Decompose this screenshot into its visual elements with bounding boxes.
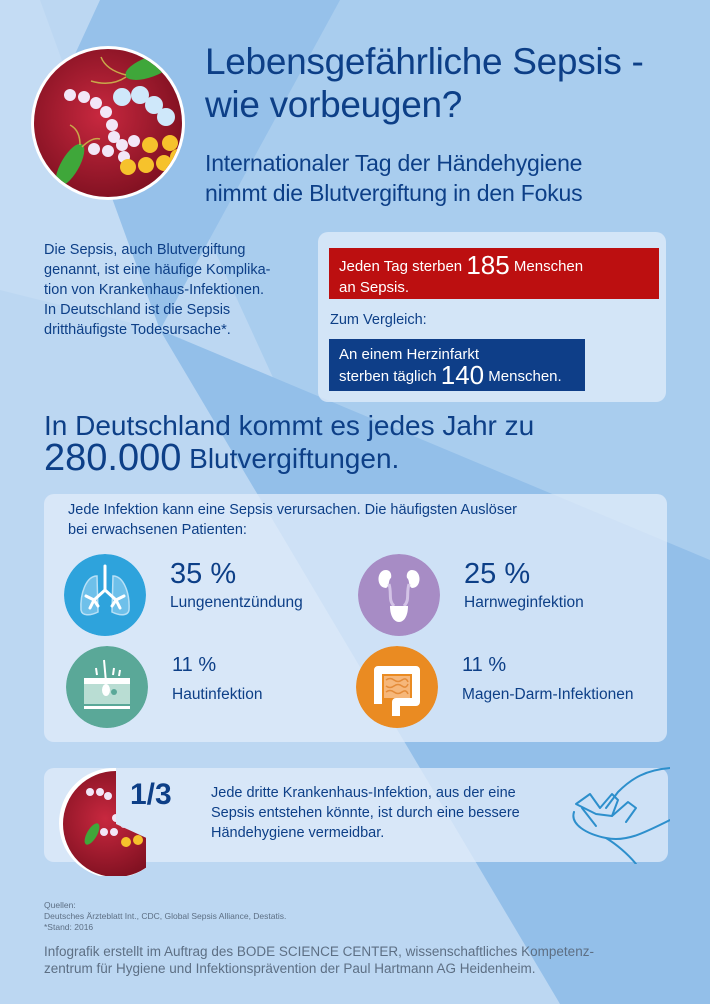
heart-line1: An einem Herzinfarkt xyxy=(339,346,480,363)
hand-hygiene-box xyxy=(44,768,668,862)
headline-line1: In Deutschland kommt es jedes Jahr zu xyxy=(44,410,535,441)
intro-line: genannt, ist eine häufige Komplika- xyxy=(44,262,271,278)
causes-intro-line1: Jede Infektion kann eine Sepsis verursac… xyxy=(68,502,517,518)
heart-attack-deaths-banner: An einem Herzinfarkt sterben täglich 140… xyxy=(329,339,585,391)
intro-line: Die Sepsis, auch Blutvergiftung xyxy=(44,242,246,258)
annual-cases-headline: In Deutschland kommt es jedes Jahr zu 28… xyxy=(44,410,684,477)
causes-intro-line2: bei erwachsenen Patienten: xyxy=(68,522,247,538)
intro-line: dritthäufigste Todesursache*. xyxy=(44,322,231,338)
cause-percent: 35 % xyxy=(170,558,237,590)
compare-label: Zum Vergleich: xyxy=(330,312,427,328)
credits-line2: zentrum für Hygiene und Infektionspräven… xyxy=(44,961,536,976)
hygiene-line1: Jede dritte Krankenhaus-Infektion, aus d… xyxy=(211,785,516,801)
annual-cases-number: 280.000 xyxy=(44,437,182,479)
sources-label: Quellen: xyxy=(44,900,76,910)
cause-label: Hautinfektion xyxy=(172,686,263,703)
intro-line: tion von Krankenhaus-Infektionen. xyxy=(44,282,265,298)
sepsis-deaths-banner: Jeden Tag sterben 185 Menschen an Sepsis… xyxy=(329,248,659,299)
bacteria-pie-icon xyxy=(59,767,146,876)
hygiene-line3: Händehygiene vermeidbar. xyxy=(211,825,385,841)
intro-paragraph: Die Sepsis, auch Blutvergiftung genannt,… xyxy=(44,240,314,340)
sources: Quellen: Deutsches Ärzteblatt Int., CDC,… xyxy=(44,900,286,933)
heart-prefix: sterben täglich xyxy=(339,368,437,385)
intestines-icon xyxy=(356,646,438,728)
skin-hair-follicle-icon xyxy=(66,646,148,728)
sepsis-deaths-number: 185 xyxy=(466,250,510,280)
credits: Infografik erstellt im Auftrag des BODE … xyxy=(44,943,684,977)
cause-percent: 11 % xyxy=(462,654,507,676)
kidneys-bladder-icon xyxy=(358,554,440,636)
one-third-fraction: 1/3 xyxy=(130,778,172,811)
heart-deaths-number: 140 xyxy=(440,360,485,390)
heart-suffix: Menschen. xyxy=(488,368,562,385)
sources-list: Deutsches Ärzteblatt Int., CDC, Global S… xyxy=(44,911,287,921)
cause-label: Lungenentzündung xyxy=(170,594,303,611)
credits-line1: Infografik erstellt im Auftrag des BODE … xyxy=(44,944,594,959)
intro-line: In Deutschland ist die Sepsis xyxy=(44,302,231,318)
sepsis-suffix: Menschen xyxy=(513,258,584,275)
cause-label: Harnweginfektion xyxy=(464,594,584,611)
cause-percent: 25 % xyxy=(464,558,531,590)
hand-disinfection-icon xyxy=(572,767,670,864)
headline-suffix: Blutvergiftungen. xyxy=(189,443,400,474)
hand-hygiene-text: Jede dritte Krankenhaus-Infektion, aus d… xyxy=(211,783,561,843)
page-subtitle: Internationaler Tag der Händehygiene nim… xyxy=(205,148,685,208)
sepsis-line2: an Sepsis. xyxy=(339,279,410,296)
causes-intro: Jede Infektion kann eine Sepsis verursac… xyxy=(68,500,648,540)
page-title: Lebensgefährliche Sepsis - wie vorbeugen… xyxy=(205,40,685,126)
hygiene-line2: Sepsis entstehen könnte, ist durch eine … xyxy=(211,805,520,821)
causes-panel: Jede Infektion kann eine Sepsis verursac… xyxy=(44,494,667,742)
bacteria-in-blood-icon xyxy=(31,46,185,200)
title-line-1: Lebensgefährliche Sepsis - xyxy=(205,41,644,82)
cause-label: Magen-Darm-Infektionen xyxy=(462,686,634,703)
sepsis-prefix: Jeden Tag sterben xyxy=(339,258,463,275)
subtitle-line-2: nimmt die Blutvergiftung in den Fokus xyxy=(205,180,583,206)
subtitle-line-1: Internationaler Tag der Händehygiene xyxy=(205,150,583,176)
lungs-icon xyxy=(64,554,146,636)
sources-note: *Stand: 2016 xyxy=(44,922,94,932)
death-stats-box: Jeden Tag sterben 185 Menschen an Sepsis… xyxy=(318,232,666,402)
cause-percent: 11 % xyxy=(172,654,217,676)
title-line-2: wie vorbeugen? xyxy=(205,84,463,125)
